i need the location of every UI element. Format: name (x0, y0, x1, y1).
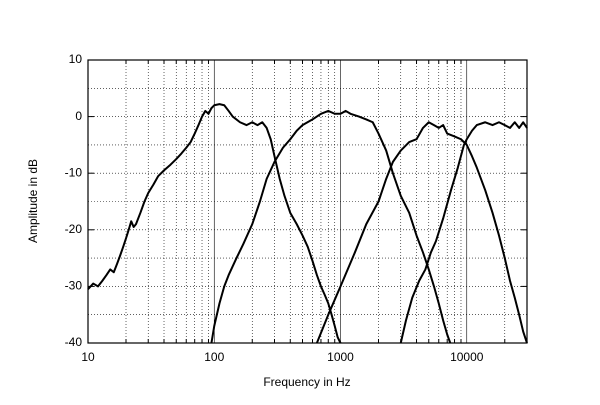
y-tick-label: 0 (75, 109, 82, 123)
y-axis-label: Amplitude in dB (26, 159, 40, 243)
response-curve (87, 103, 342, 344)
y-tick-label: -10 (65, 165, 83, 179)
x-tick-label: 1000 (327, 350, 354, 364)
response-curve (315, 121, 528, 344)
y-tick-label: -20 (65, 222, 83, 236)
response-curve (210, 109, 452, 344)
x-tick-label: 10 (81, 350, 95, 364)
y-tick-label: 10 (69, 52, 83, 66)
plot-frame (87, 59, 528, 344)
y-tick-label: -40 (65, 335, 83, 349)
response-curve (399, 121, 528, 344)
x-tick-label: 100 (204, 350, 224, 364)
x-tick-label: 10000 (450, 350, 484, 364)
y-tick-label: -30 (65, 279, 83, 293)
x-axis-label: Frequency in Hz (263, 375, 350, 389)
